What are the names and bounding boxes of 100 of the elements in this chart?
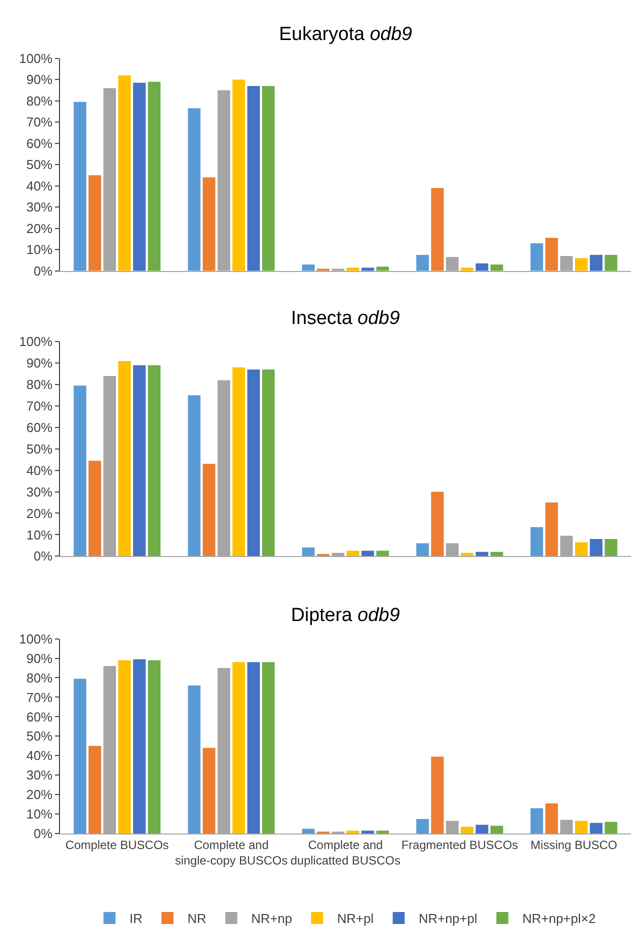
bar [376, 550, 389, 556]
bar [431, 492, 444, 556]
bar [604, 538, 618, 556]
y-tick-label: 70% [26, 398, 53, 414]
bar [416, 818, 429, 834]
bar [247, 86, 260, 271]
bar [376, 266, 389, 271]
bar [262, 662, 275, 834]
bar [232, 662, 246, 834]
x-tick-label: Complete and duplicatted BUSCOs [290, 838, 401, 868]
bar [361, 550, 374, 556]
bar [545, 803, 558, 834]
bar [148, 82, 161, 271]
bar [302, 828, 315, 834]
y-tick-label: 20% [26, 220, 53, 236]
bar [88, 746, 102, 834]
bar [133, 365, 146, 556]
bar [88, 460, 102, 556]
y-tick-label: 90% [26, 72, 53, 88]
y-tick-label: 20% [26, 506, 53, 521]
bar [431, 188, 444, 271]
legend-label: NR+pl [337, 911, 374, 926]
y-tick-label: 0% [34, 263, 53, 278]
bar [361, 268, 374, 271]
bar [376, 830, 389, 834]
bar [545, 238, 558, 271]
bar [302, 264, 315, 271]
y-tick-label: 30% [26, 768, 53, 783]
bar [361, 830, 374, 834]
bar [148, 365, 161, 556]
bar [133, 82, 146, 271]
bar [490, 826, 504, 834]
bar [262, 370, 275, 556]
legend-label: NR+np+pl×2 [522, 911, 596, 926]
bar [118, 75, 131, 271]
bar [188, 686, 200, 834]
x-tick-label: Fragmented BUSCOs [401, 838, 518, 852]
bar [74, 386, 86, 556]
y-tick-label: 60% [26, 420, 53, 435]
y-tick-label: 50% [26, 441, 53, 456]
y-tick-label: 100% [19, 334, 53, 350]
chart-title: Eukaryota odb9 [279, 24, 413, 45]
y-tick-label: 10% [26, 806, 53, 822]
bar [490, 552, 504, 556]
y-tick-label: 60% [26, 136, 53, 151]
y-tick-label: 20% [26, 787, 53, 802]
bar [202, 177, 216, 271]
bar [460, 552, 474, 556]
y-tick-label: 80% [26, 377, 53, 392]
bar [575, 258, 588, 271]
x-tick-label: Complete and single-copy BUSCOs [174, 838, 288, 868]
y-tick-label: 80% [26, 670, 53, 686]
bar [416, 254, 429, 271]
bar [188, 108, 200, 271]
y-tick-label: 40% [26, 462, 53, 478]
bar [346, 268, 360, 271]
bar [460, 268, 474, 271]
bar [88, 175, 102, 271]
y-tick-label: 80% [26, 93, 53, 108]
bar [232, 367, 246, 556]
legend-label: NR+np [251, 911, 292, 926]
bar [262, 86, 275, 271]
y-tick-label: 10% [26, 242, 53, 258]
y-tick-label: 10% [26, 527, 53, 542]
bar [247, 662, 260, 834]
bar [346, 550, 360, 556]
y-tick-label: 100% [19, 631, 53, 646]
y-tick-label: 70% [26, 690, 53, 705]
y-tick-label: 50% [26, 157, 53, 172]
bar [74, 678, 86, 834]
bar [416, 543, 429, 556]
x-tick-label: Missing BUSCO [530, 838, 618, 852]
legend-label: NR [188, 911, 206, 926]
bar [202, 464, 216, 556]
bar [530, 527, 544, 556]
bar [133, 659, 146, 834]
bar [118, 360, 131, 556]
bar [590, 538, 602, 556]
bar [460, 826, 474, 834]
legend-label: IR [130, 911, 142, 926]
bar [202, 748, 216, 834]
bar [188, 395, 200, 556]
bar [118, 660, 131, 834]
y-tick-label: 90% [26, 650, 53, 666]
chart-title: Insecta odb9 [291, 308, 400, 329]
bar [590, 822, 602, 834]
bar [316, 554, 330, 556]
y-tick-label: 70% [26, 114, 53, 130]
y-tick-label: 30% [26, 200, 53, 215]
y-tick-label: 50% [26, 728, 53, 744]
y-tick-label: 40% [26, 748, 53, 764]
bar [476, 263, 488, 271]
y-tick-label: 0% [34, 826, 53, 842]
bar [530, 808, 544, 834]
bar [604, 254, 618, 271]
y-tick-label: 30% [26, 484, 53, 500]
y-tick-label: 0% [34, 548, 53, 564]
y-tick-label: 90% [26, 356, 53, 371]
y-tick-label: 60% [26, 709, 53, 724]
bar [148, 660, 161, 834]
